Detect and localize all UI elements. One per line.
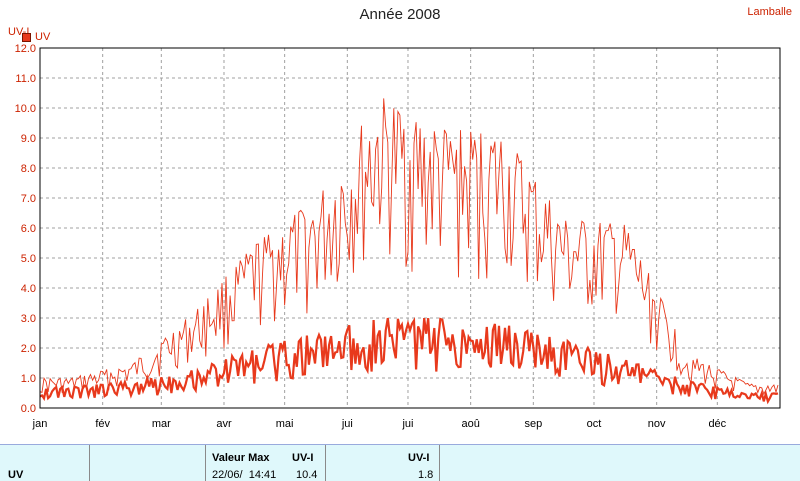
series-layer bbox=[39, 98, 779, 405]
y-tick-label: 6.0 bbox=[21, 223, 36, 235]
y-tick-label: 0.0 bbox=[21, 403, 36, 415]
stats-panel: UV Valeur Max UV-I 22/06/ 14:41 10.4 UV-… bbox=[0, 444, 800, 481]
y-tick-label: 7.0 bbox=[21, 193, 36, 205]
stats-avg-cell: UV-I 1.8 bbox=[326, 445, 440, 481]
x-tick-label: fév bbox=[95, 418, 110, 430]
max-header: Valeur Max bbox=[212, 452, 270, 464]
uv-chart: 0.0 1.0 2.0 3.0 4.0 5.0 6.0 7.0 8.0 9.0 10.0 11.0 12… bbox=[15, 43, 781, 430]
legend-label: UV bbox=[35, 31, 51, 43]
x-tick-label: avr bbox=[216, 418, 232, 430]
x-tick-label: mai bbox=[276, 418, 294, 430]
x-tick-label: sep bbox=[524, 418, 542, 430]
stats-series-name: UV bbox=[8, 469, 24, 481]
y-tick-label: 10.0 bbox=[15, 103, 36, 115]
y-tick-label: 4.0 bbox=[21, 283, 36, 295]
stats-blank-cell bbox=[90, 445, 206, 481]
y-tick-label: 1.0 bbox=[21, 373, 36, 385]
stats-max-cell: Valeur Max UV-I 22/06/ 14:41 10.4 bbox=[206, 445, 326, 481]
plot-frame bbox=[39, 47, 781, 409]
max-unit: UV-I bbox=[292, 452, 314, 464]
chart-title: Année 2008 bbox=[359, 6, 441, 23]
station-name: Lamballe bbox=[747, 6, 792, 18]
max-date: 22/06/ 14:41 bbox=[212, 469, 277, 481]
y-tick-label: 2.0 bbox=[21, 343, 36, 355]
avg-unit: UV-I bbox=[408, 452, 430, 464]
x-tick-label: jan bbox=[32, 418, 48, 430]
y-tick-label: 11.0 bbox=[15, 73, 36, 85]
legend-swatch bbox=[22, 32, 31, 42]
y-tick-label: 9.0 bbox=[21, 133, 36, 145]
y-tick-label: 3.0 bbox=[21, 313, 36, 325]
y-tick-label: 8.0 bbox=[21, 163, 36, 175]
x-tick-label: aoû bbox=[461, 418, 479, 430]
grid bbox=[40, 48, 780, 408]
x-tick-label: nov bbox=[648, 418, 666, 430]
series-line-uv-max bbox=[39, 98, 779, 396]
x-tick-label: oct bbox=[587, 418, 602, 430]
avg-value: 1.8 bbox=[418, 469, 434, 481]
max-value: 10.4 bbox=[296, 469, 318, 481]
x-tick-label: jui bbox=[341, 418, 353, 430]
y-tick-label: 5.0 bbox=[21, 253, 36, 265]
series-line-uv-mean bbox=[39, 317, 779, 405]
stats-series-cell: UV bbox=[0, 445, 90, 481]
legend: UV bbox=[22, 31, 50, 43]
x-tick-label: déc bbox=[708, 418, 726, 430]
y-tick-label: 12.0 bbox=[15, 43, 36, 55]
x-tick-label: jui bbox=[401, 418, 413, 430]
x-tick-label: mar bbox=[152, 418, 171, 430]
axes: 0.0 1.0 2.0 3.0 4.0 5.0 6.0 7.0 8.0 9.0 10.0 11.0 12… bbox=[15, 43, 781, 430]
